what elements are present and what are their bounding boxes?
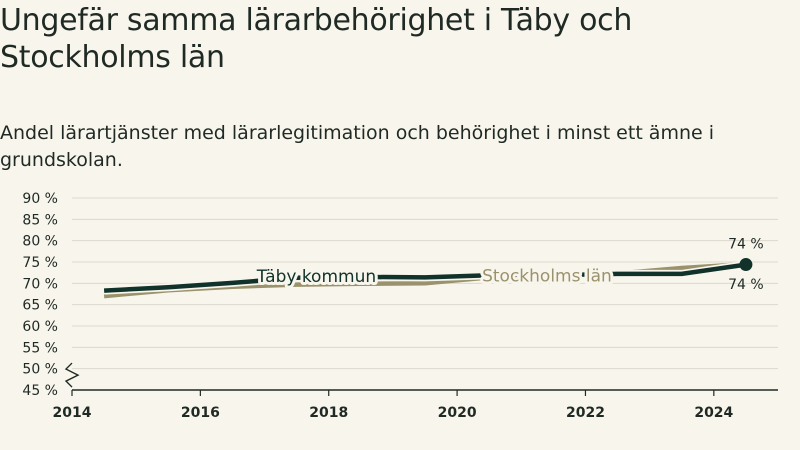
series-line-taby-kommun (103, 262, 747, 293)
series-endpoint-marker (739, 258, 753, 272)
y-tick-label: 70 % (22, 276, 58, 292)
x-tick-label: 2020 (438, 405, 477, 421)
series-label-taby-kommun: Täby kommun (256, 267, 376, 287)
x-tick-label: 2014 (53, 405, 92, 421)
y-tick-label: 80 % (22, 234, 58, 250)
y-tick-label: 90 % (22, 191, 58, 207)
x-tick-label: 2024 (694, 405, 733, 421)
chart-title: Ungefär samma lärarbehörighet i Täby och… (0, 3, 633, 75)
x-tick-label: 2018 (309, 405, 348, 421)
y-tick-label: 45 % (22, 383, 58, 399)
end-value-label-stockholm: 74 % (728, 277, 764, 293)
axis-break (64, 362, 80, 388)
y-axis-ticks: 45 % 50 % 55 % 60 % 65 % 70 % 75 % 80 % 85 % 90 % (22, 191, 58, 399)
chart-subtitle: Andel lärartjänster med lärarlegitimatio… (0, 122, 715, 171)
x-axis: 2014 2016 2018 2020 2022 2024 (53, 362, 778, 421)
series-label-stockholms-lan: Stockholms län (482, 266, 612, 286)
x-tick-label: 2016 (181, 405, 220, 421)
y-tick-label: 85 % (22, 212, 58, 228)
line-chart: 45 % 50 % 55 % 60 % 65 % 70 % 75 % 80 % 85 % 90 %… (22, 191, 778, 421)
series-lines (103, 258, 753, 299)
y-tick-label: 75 % (22, 255, 58, 271)
y-tick-label: 55 % (22, 340, 58, 356)
y-tick-label: 65 % (22, 298, 58, 314)
y-tick-label: 50 % (22, 362, 58, 378)
y-tick-label: 60 % (22, 319, 58, 335)
x-tick-label: 2022 (566, 405, 605, 421)
end-value-label-taby: 74 % (728, 237, 764, 253)
series-labels: Täby kommun Stockholms län 74 % 74 % (253, 237, 764, 294)
